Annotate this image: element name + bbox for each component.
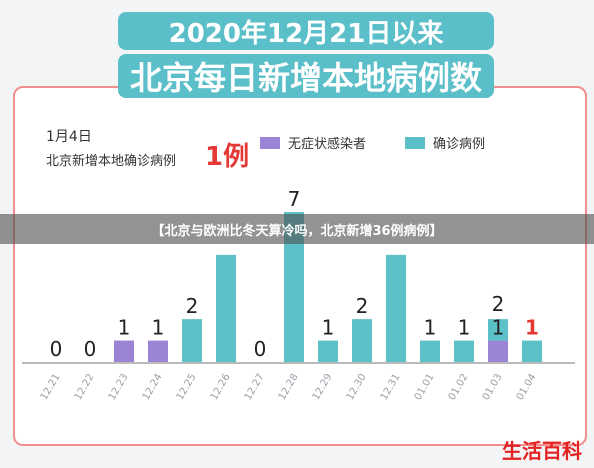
data-label-12.24: 1	[152, 316, 165, 340]
x-tick-12.22: 12.22	[73, 372, 97, 402]
data-label-12.29: 1	[322, 316, 335, 340]
watermark-logo: 生活百科	[502, 439, 582, 463]
x-tick-12.21: 12.21	[39, 372, 63, 402]
x-tick-12.27: 12.27	[243, 372, 267, 402]
legend-asymptomatic: 无症状感染者	[260, 133, 366, 152]
x-tick-01.02: 01.02	[447, 372, 471, 402]
x-tick-12.28: 12.28	[277, 372, 301, 402]
x-tick-01.01: 01.01	[413, 372, 437, 402]
chart-title-line2: 北京每日新增本地病例数	[118, 54, 494, 98]
x-tick-12.24: 12.24	[141, 372, 165, 402]
data-label-12.22: 0	[84, 337, 97, 361]
bar-asymptomatic-01.03	[488, 340, 508, 362]
bar-confirmed-12.26	[216, 254, 236, 362]
data-label-01.03: 1	[492, 316, 505, 340]
data-label-01.01: 1	[424, 316, 437, 340]
x-tick-12.26: 12.26	[209, 372, 233, 402]
total-label-01.03: 2	[492, 292, 505, 316]
x-tick-12.25: 12.25	[175, 372, 199, 402]
bar-confirmed-01.02	[454, 340, 474, 362]
bar-confirmed-12.30	[352, 319, 372, 362]
x-tick-12.30: 12.30	[345, 372, 369, 402]
bar-confirmed-01.03	[488, 319, 508, 341]
highlight-count: 1例	[205, 142, 250, 172]
bar-asymptomatic-12.24	[148, 340, 168, 362]
bar-confirmed-12.29	[318, 340, 338, 362]
bar-confirmed-01.04	[522, 340, 542, 362]
legend-swatch-asymptomatic	[260, 136, 280, 149]
data-label-12.23: 1	[118, 316, 131, 340]
legend-confirmed: 确诊病例	[405, 133, 485, 152]
data-label-12.25: 2	[186, 294, 199, 318]
chart-title-line1: 2020年12月21日以来	[118, 12, 494, 50]
data-label-12.28: 7	[288, 187, 301, 211]
bar-confirmed-12.31	[386, 254, 406, 362]
x-tick-12.23: 12.23	[107, 372, 131, 402]
legend-label-confirmed: 确诊病例	[433, 137, 486, 152]
caption-banner: 【北京与欧洲比冬天算冷吗，北京新增36例病例】	[0, 214, 594, 244]
x-tick-12.29: 12.29	[311, 372, 335, 402]
legend-label-asymptomatic: 无症状感染者	[288, 137, 367, 152]
x-tick-12.31: 12.31	[379, 372, 403, 402]
bar-asymptomatic-12.23	[114, 340, 134, 362]
data-label-01.02: 1	[458, 316, 471, 340]
chart-panel	[13, 86, 587, 446]
bar-confirmed-12.25	[182, 319, 202, 362]
bar-confirmed-12.28	[284, 212, 304, 362]
data-label-12.30: 2	[356, 294, 369, 318]
local-cases-label: 北京新增本地确诊病例	[46, 154, 177, 169]
legend-swatch-confirmed	[405, 136, 425, 149]
bar-confirmed-01.01	[420, 340, 440, 362]
data-label-01.04: 1	[525, 316, 539, 340]
data-label-12.21: 0	[50, 337, 63, 361]
x-tick-01.04: 01.04	[515, 372, 539, 402]
data-label-12.27: 0	[254, 337, 267, 361]
date-label: 1月4日	[46, 129, 92, 145]
x-tick-01.03: 01.03	[481, 372, 505, 402]
